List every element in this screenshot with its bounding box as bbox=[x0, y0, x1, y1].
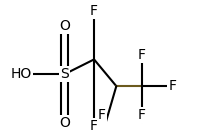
Text: O: O bbox=[59, 19, 70, 33]
Text: S: S bbox=[60, 67, 69, 81]
Text: F: F bbox=[138, 108, 146, 122]
Text: F: F bbox=[90, 4, 98, 18]
Text: F: F bbox=[98, 108, 106, 122]
Text: O: O bbox=[59, 116, 70, 130]
Text: F: F bbox=[138, 48, 146, 61]
Text: HO: HO bbox=[10, 67, 32, 81]
Text: F: F bbox=[90, 119, 98, 133]
Text: F: F bbox=[168, 79, 176, 93]
